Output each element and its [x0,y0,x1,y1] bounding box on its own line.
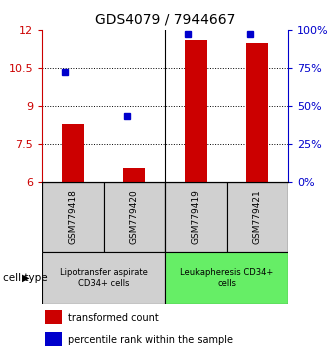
FancyBboxPatch shape [104,182,165,252]
Text: Leukapheresis CD34+
cells: Leukapheresis CD34+ cells [180,268,273,288]
Text: cell type: cell type [3,273,48,283]
Text: Lipotransfer aspirate
CD34+ cells: Lipotransfer aspirate CD34+ cells [59,268,148,288]
Bar [247,43,268,182]
Bar [45,332,62,346]
Title: GDS4079 / 7944667: GDS4079 / 7944667 [95,12,235,26]
Bar [185,40,207,182]
Text: GSM779419: GSM779419 [191,189,200,245]
FancyBboxPatch shape [42,252,165,304]
Text: ▶: ▶ [22,273,30,283]
FancyBboxPatch shape [165,182,226,252]
Bar [62,124,83,182]
Bar [123,168,145,182]
FancyBboxPatch shape [42,182,104,252]
Text: GSM779421: GSM779421 [253,190,262,244]
Text: percentile rank within the sample: percentile rank within the sample [68,335,233,345]
Text: GSM779418: GSM779418 [68,189,77,245]
Text: transformed count: transformed count [68,313,159,323]
Bar [45,310,62,324]
FancyBboxPatch shape [165,252,288,304]
FancyBboxPatch shape [226,182,288,252]
Text: GSM779420: GSM779420 [130,190,139,244]
